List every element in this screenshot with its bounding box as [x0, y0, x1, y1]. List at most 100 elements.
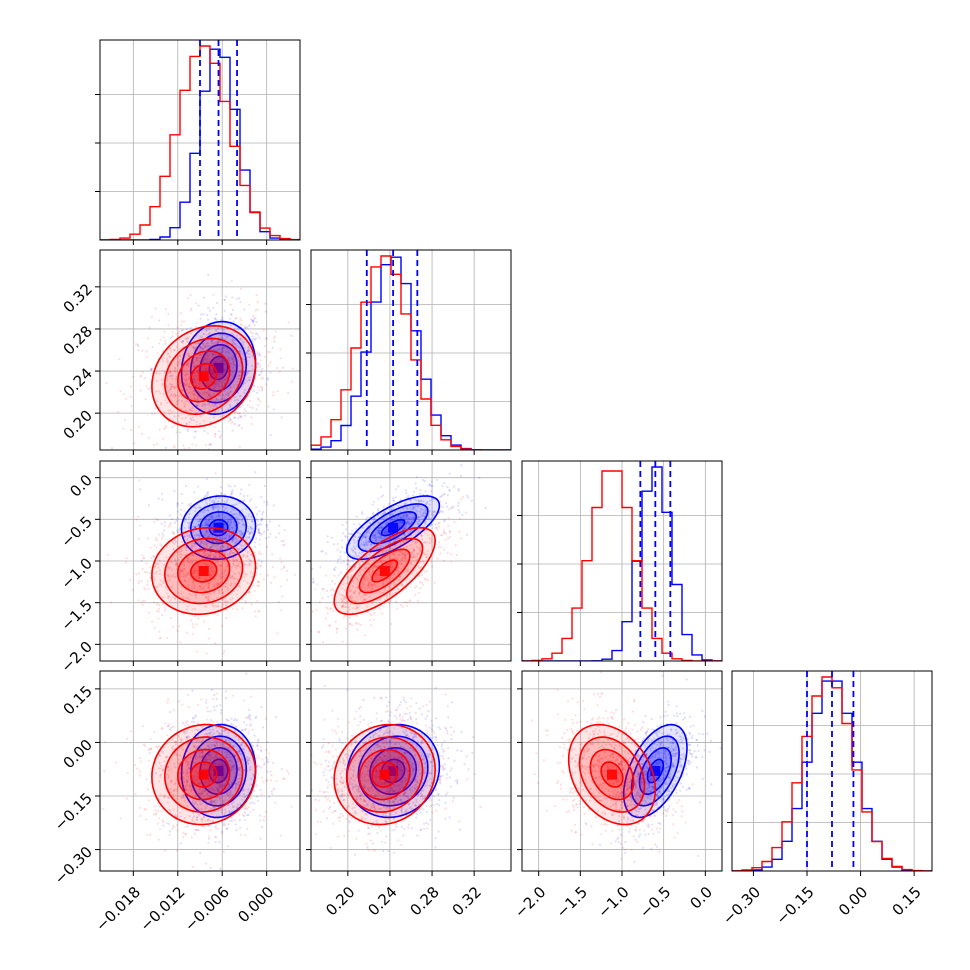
scatter-point	[258, 389, 261, 392]
scatter-point	[189, 309, 192, 312]
scatter-point	[232, 764, 235, 767]
scatter-point	[211, 545, 214, 548]
scatter-point	[231, 565, 234, 568]
scatter-point	[185, 373, 188, 376]
scatter-point	[230, 313, 233, 316]
scatter-point	[249, 531, 252, 534]
scatter-point	[360, 539, 363, 542]
scatter-point	[210, 807, 213, 811]
scatter-point	[405, 522, 408, 525]
scatter-point	[343, 614, 347, 617]
scatter-point	[234, 537, 237, 540]
scatter-point	[239, 323, 242, 326]
scatter-point	[407, 517, 410, 520]
scatter-point	[208, 533, 211, 536]
scatter-point	[239, 317, 242, 320]
scatter-point	[222, 393, 225, 396]
scatter-point	[376, 529, 379, 532]
scatter-point	[207, 354, 210, 357]
scatter-point	[410, 529, 413, 532]
scatter-point	[137, 345, 140, 348]
scatter-point	[215, 741, 218, 744]
scatter-point	[287, 391, 290, 395]
scatter-point	[117, 358, 120, 361]
scatter-point	[197, 506, 200, 509]
scatter-point	[248, 535, 251, 539]
scatter-point	[391, 547, 394, 550]
scatter-point	[178, 362, 181, 365]
scatter-point	[212, 605, 216, 608]
scatter-point	[365, 541, 368, 544]
scatter-point	[401, 552, 404, 556]
scatter-point	[400, 557, 403, 560]
scatter-point	[211, 399, 214, 402]
scatter-point	[196, 765, 199, 769]
scatter-point	[354, 553, 358, 556]
scatter-point	[263, 355, 266, 358]
scatter-point	[169, 616, 172, 620]
scatter-point	[205, 529, 208, 532]
scatter-point	[167, 390, 170, 393]
scatter-point	[207, 596, 210, 600]
scatter-point	[232, 396, 235, 399]
scatter-point	[379, 598, 382, 601]
scatter-point	[209, 395, 212, 398]
scatter-point	[207, 598, 210, 601]
scatter-point	[363, 594, 367, 597]
scatter-point	[200, 792, 203, 795]
scatter-point	[227, 545, 230, 548]
scatter-point	[203, 495, 207, 498]
scatter-point	[251, 531, 254, 535]
scatter-point	[186, 558, 189, 561]
scatter-point	[172, 386, 175, 389]
scatter-point	[237, 539, 240, 542]
scatter-point	[205, 523, 208, 526]
scatter-point	[222, 516, 225, 519]
scatter-point	[193, 436, 196, 439]
scatter-point	[448, 531, 452, 534]
scatter-point	[244, 537, 247, 540]
scatter-point	[180, 324, 183, 327]
scatter-point	[198, 576, 201, 579]
scatter-point	[246, 555, 249, 558]
scatter-point	[203, 368, 206, 371]
scatter-point	[182, 339, 185, 342]
density-peak-red	[379, 566, 390, 576]
scatter-point	[213, 807, 216, 810]
scatter-point	[252, 321, 255, 324]
scatter-point	[368, 522, 371, 525]
scatter-point	[244, 556, 247, 559]
scatter-point	[354, 564, 357, 567]
scatter-point	[279, 348, 282, 351]
scatter-point	[243, 562, 246, 566]
scatter-point	[234, 582, 237, 585]
scatter-point	[192, 580, 195, 583]
scatter-point	[470, 499, 473, 502]
scatter-point	[428, 484, 431, 487]
scatter-point	[221, 340, 224, 344]
scatter-point	[406, 521, 409, 525]
scatter-point	[231, 540, 234, 543]
scatter-point	[205, 524, 208, 527]
scatter-point	[256, 580, 259, 583]
scatter-point	[229, 485, 232, 488]
scatter-point	[171, 425, 174, 428]
scatter-point	[210, 773, 213, 776]
scatter-point	[191, 545, 194, 548]
scatter-point	[174, 540, 177, 543]
scatter-point	[367, 541, 370, 544]
scatter-point	[341, 606, 344, 609]
scatter-point	[278, 370, 281, 373]
scatter-point	[172, 541, 175, 544]
scatter-point	[208, 443, 212, 446]
scatter-point	[222, 378, 225, 381]
scatter-point	[246, 551, 249, 555]
scatter-point	[203, 763, 206, 766]
scatter-point	[174, 395, 177, 398]
scatter-point	[362, 526, 365, 529]
scatter-point	[329, 607, 332, 610]
scatter-point	[404, 554, 407, 557]
scatter-point	[453, 485, 456, 488]
scatter-point	[419, 512, 422, 515]
scatter-point	[280, 540, 283, 543]
